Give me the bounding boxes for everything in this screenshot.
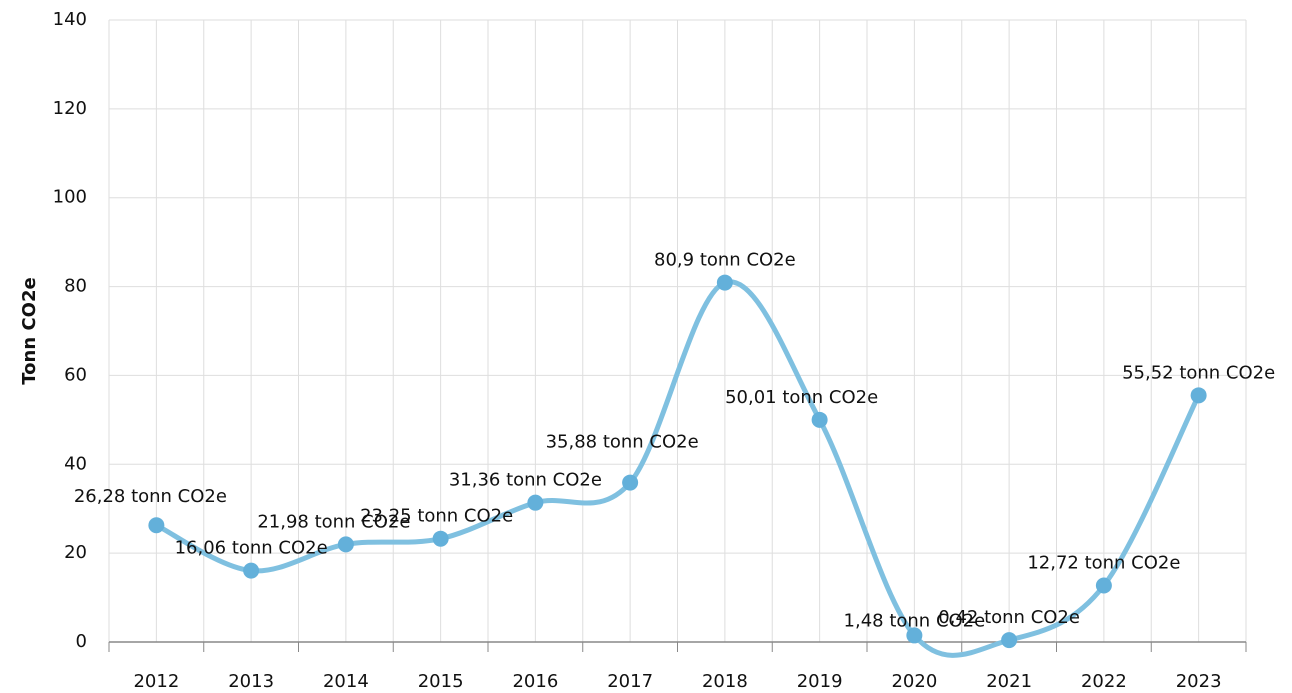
- x-tick-label: 2013: [228, 671, 274, 692]
- y-axis-label: Tonn CO2e: [19, 277, 40, 384]
- y-tick-label: 0: [76, 631, 87, 652]
- x-tick-label: 2018: [702, 671, 748, 692]
- point: [622, 474, 639, 491]
- x-tick-label: 2022: [1081, 671, 1127, 692]
- y-tick-label: 60: [64, 364, 87, 385]
- x-tick-label: 2016: [512, 671, 558, 692]
- data-label: 26,28 tonn CO2e: [74, 486, 227, 507]
- x-tick-label: 2020: [891, 671, 937, 692]
- x-tick-label: 2021: [986, 671, 1032, 692]
- y-tick-label: 120: [53, 98, 87, 119]
- x-tick-label: 2014: [323, 671, 369, 692]
- point: [527, 494, 544, 511]
- data-label: 31,36 tonn CO2e: [449, 470, 602, 491]
- data-label: 35,88 tonn CO2e: [546, 432, 699, 453]
- point: [243, 562, 260, 579]
- point: [906, 627, 923, 644]
- y-tick-label: 100: [53, 187, 87, 208]
- y-tick-label: 80: [64, 276, 87, 297]
- data-label: 0,42 tonn CO2e: [938, 607, 1080, 628]
- data-label: 1,48 tonn CO2e: [844, 610, 986, 631]
- point: [337, 536, 354, 553]
- x-tick-label: 2019: [797, 671, 843, 692]
- point: [148, 517, 165, 534]
- point: [1095, 577, 1112, 594]
- y-tick-label: 40: [64, 453, 87, 474]
- data-label: 50,01 tonn CO2e: [725, 387, 878, 408]
- x-tick-label: 2017: [607, 671, 653, 692]
- point: [716, 274, 733, 291]
- point: [1001, 632, 1018, 649]
- x-tick-label: 2023: [1176, 671, 1222, 692]
- data-label: 16,06 tonn CO2e: [175, 538, 328, 559]
- data-label: 12,72 tonn CO2e: [1027, 552, 1180, 573]
- point: [811, 411, 828, 428]
- data-label: 55,52 tonn CO2e: [1122, 362, 1275, 383]
- point: [1190, 387, 1207, 404]
- y-tick-label: 20: [64, 542, 87, 563]
- data-label: 80,9 tonn CO2e: [654, 250, 796, 271]
- x-tick-label: 2015: [418, 671, 464, 692]
- y-tick-label: 140: [53, 9, 87, 30]
- x-tick-label: 2012: [133, 671, 179, 692]
- data-label: 23,25 tonn CO2e: [360, 506, 513, 527]
- data-label: 21,98 tonn CO2e: [257, 511, 410, 532]
- point: [432, 530, 449, 547]
